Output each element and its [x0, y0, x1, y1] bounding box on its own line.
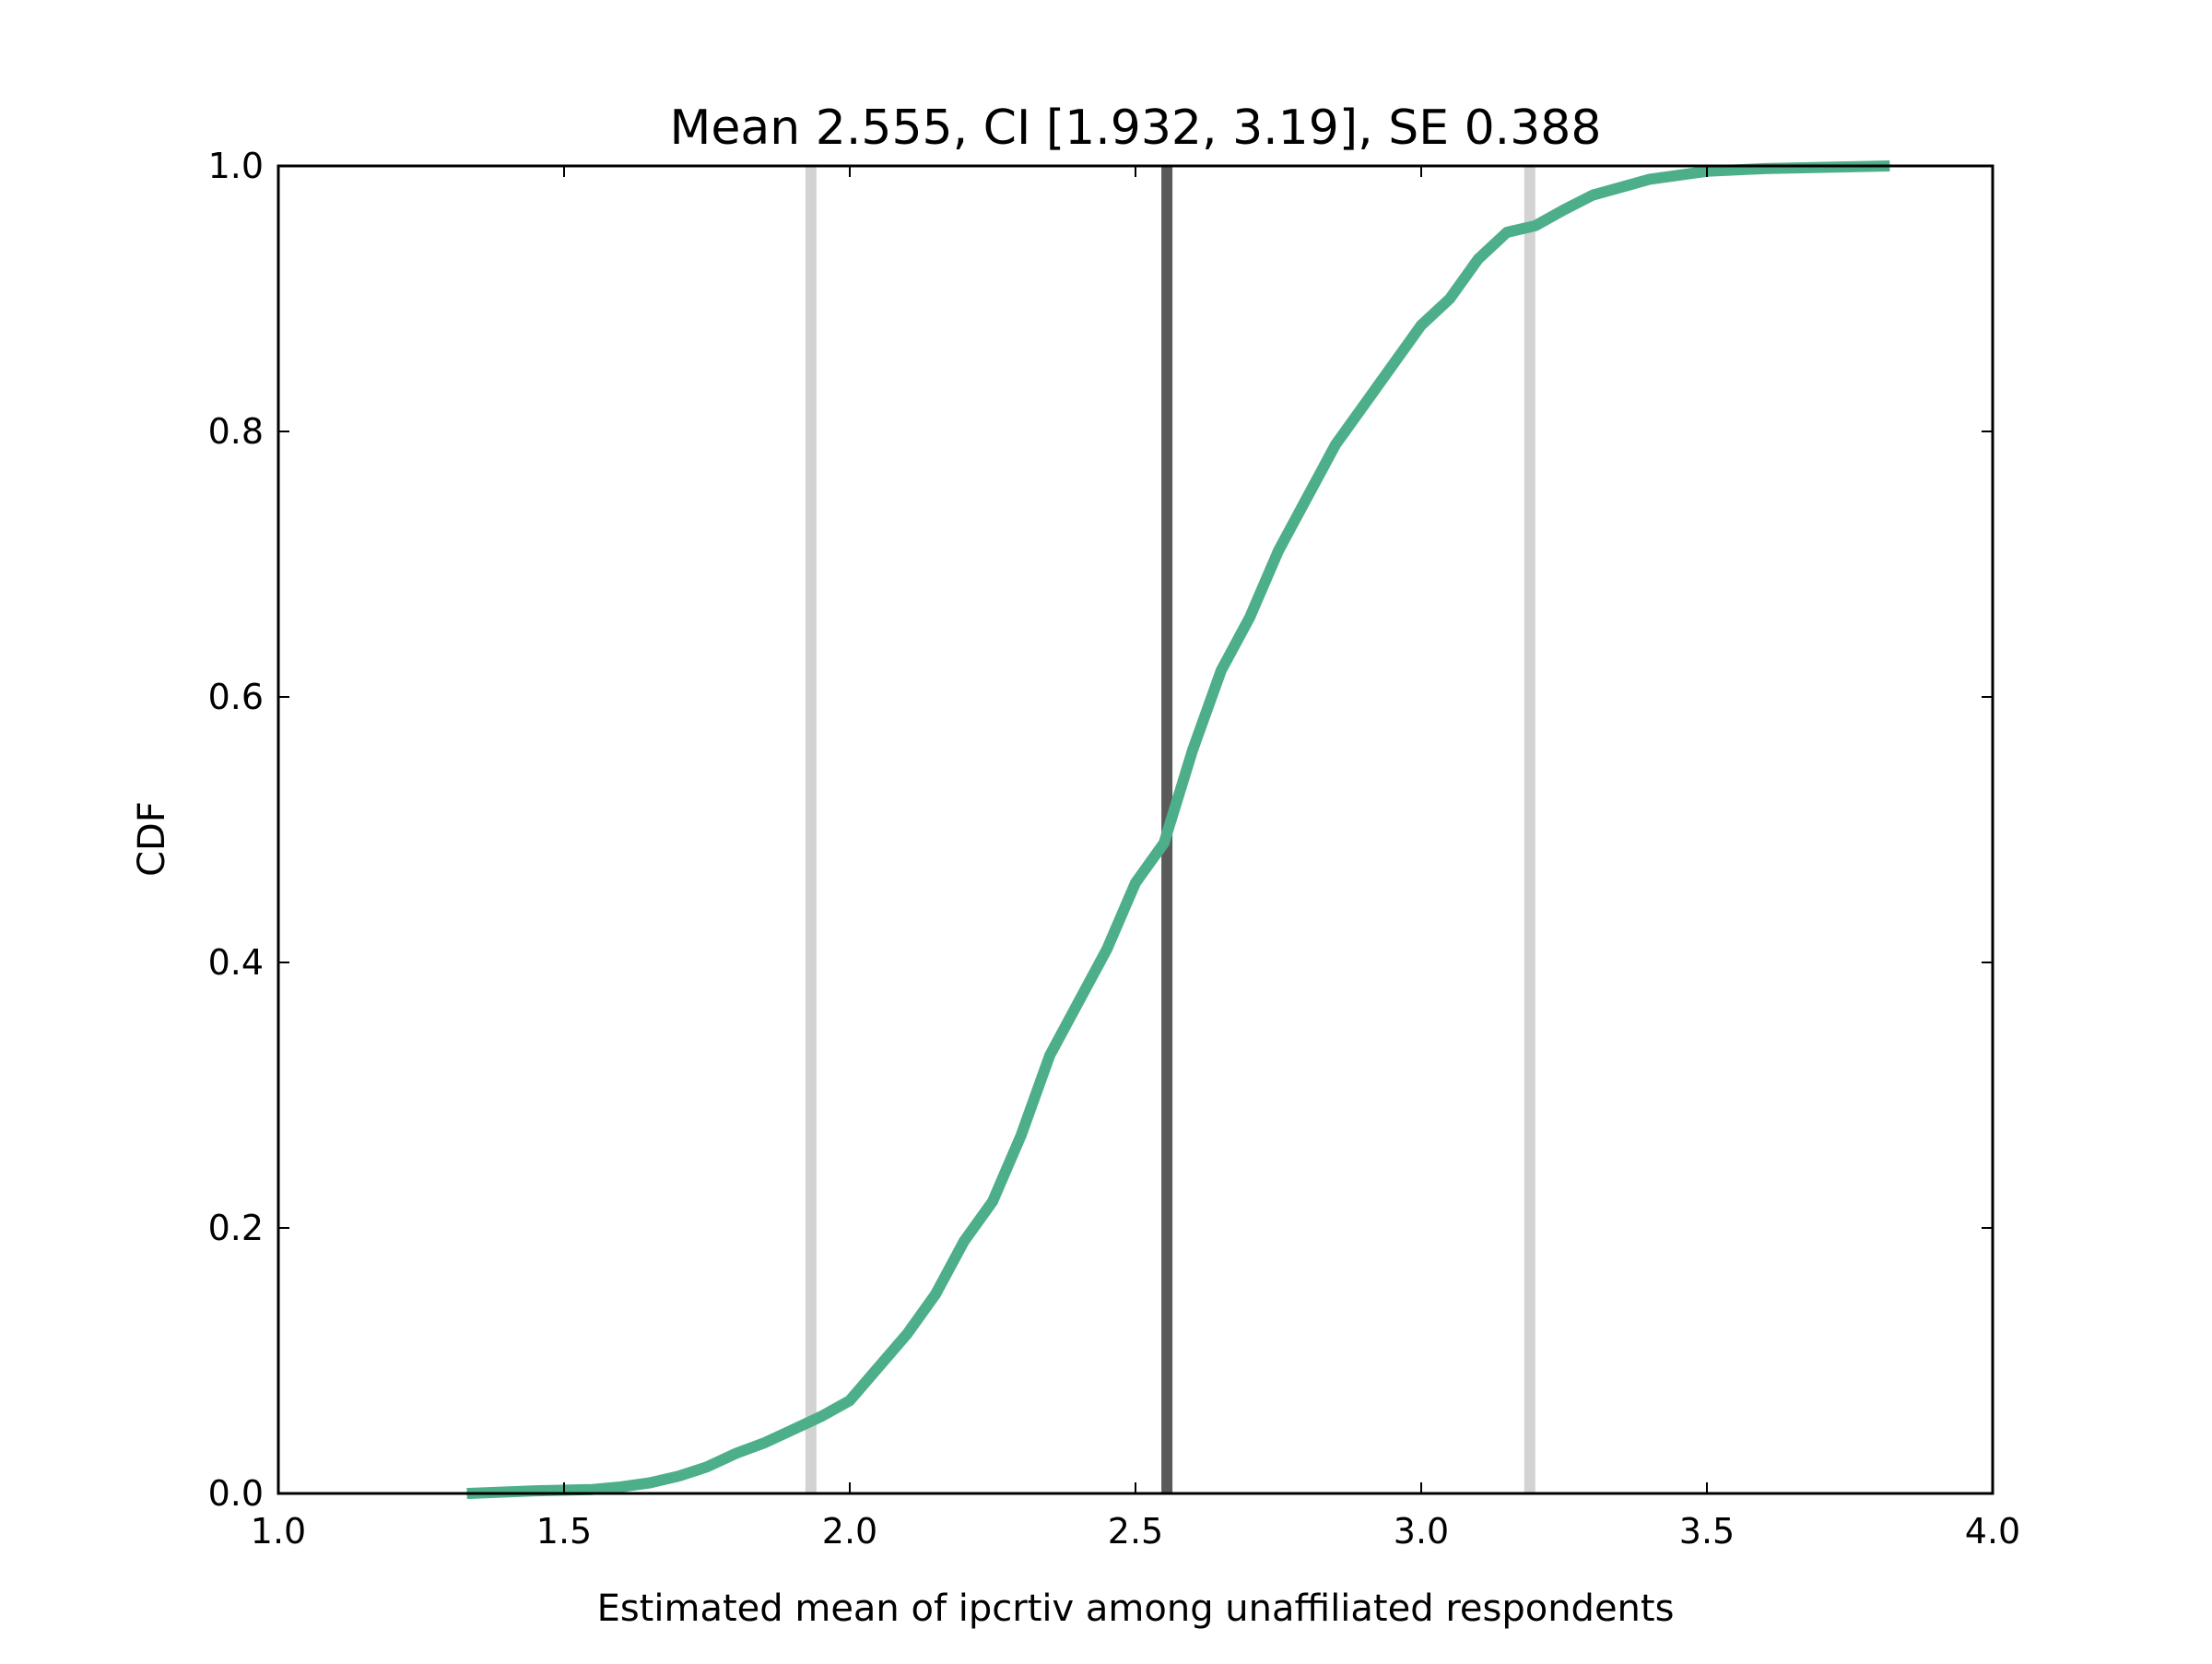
- x-tick-label: 3.0: [1394, 1511, 1449, 1552]
- series-lines: [466, 160, 1890, 1499]
- y-tick-label: 0.4: [208, 942, 264, 983]
- x-tick-label: 2.5: [1108, 1511, 1163, 1552]
- chart-title: Mean 2.555, CI [1.932, 3.19], SE 0.388: [670, 100, 1602, 156]
- y-axis-title: CDF: [131, 801, 173, 877]
- x-tick-label: 1.0: [251, 1511, 306, 1552]
- plot-frame: [276, 164, 1994, 1495]
- y-tick-label: 0.0: [208, 1473, 264, 1514]
- cdf-line-0: [466, 160, 1890, 1499]
- y-tick-label: 1.0: [208, 146, 264, 186]
- x-tick-label: 4.0: [1965, 1511, 2020, 1552]
- y-tick-label: 0.2: [208, 1208, 264, 1248]
- plot-border: [276, 164, 1994, 1495]
- x-axis-title: Estimated mean of ipcrtiv among unaffili…: [597, 1587, 1675, 1630]
- axis-ticks: 1.0 1.5 2.0 2.5 3.0 3.5 4.0 0.0 0.2 0.4 0.6 0.8 1.0: [208, 146, 2021, 1552]
- x-tick-label: 1.5: [536, 1511, 592, 1552]
- y-tick-label: 0.8: [208, 411, 264, 452]
- x-tick-label: 2.0: [822, 1511, 877, 1552]
- y-tick-label: 0.6: [208, 677, 264, 717]
- x-tick-label: 3.5: [1679, 1511, 1735, 1552]
